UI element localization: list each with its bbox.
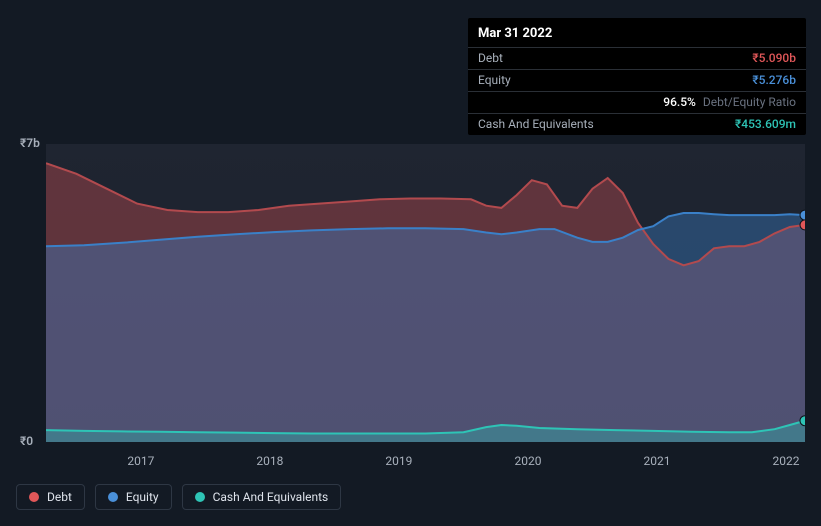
legend-label: Equity [126, 490, 159, 504]
plot-area[interactable] [46, 144, 805, 442]
tooltip-row: 96.5% Debt/Equity Ratio [468, 91, 806, 113]
x-axis: 2017 2018 2019 2020 2021 2022 [46, 448, 805, 472]
tooltip-row-value: ₹5.090b [752, 51, 796, 65]
tooltip-row-value: ₹5.276b [752, 73, 796, 87]
tooltip-row-label: Equity [478, 73, 511, 88]
chart-legend: Debt Equity Cash And Equivalents [16, 484, 341, 510]
y-axis-label: ₹0 [20, 434, 33, 448]
tooltip-row-trail: Debt/Equity Ratio [700, 95, 796, 109]
legend-item-debt[interactable]: Debt [16, 484, 85, 510]
x-axis-tick: 2019 [385, 454, 412, 468]
legend-label: Cash And Equivalents [213, 490, 329, 504]
tooltip-row-label: Debt [478, 51, 503, 66]
legend-swatch [108, 492, 118, 502]
tooltip-row-value: 96.5% [663, 95, 696, 109]
tooltip-row: Equity ₹5.276b [468, 69, 806, 91]
chart-tooltip: Mar 31 2022 Debt ₹5.090b Equity ₹5.276b 96.5… [468, 18, 806, 135]
x-axis-tick: 2018 [256, 454, 283, 468]
legend-item-equity[interactable]: Equity [95, 484, 172, 510]
debt-equity-chart: 2017 2018 2019 2020 2021 2022 ₹7b ₹0 [16, 122, 805, 472]
equity-area [46, 213, 805, 442]
legend-swatch [195, 492, 205, 502]
legend-label: Debt [47, 490, 72, 504]
y-axis-label: ₹7b [20, 136, 40, 150]
legend-swatch [29, 492, 39, 502]
x-axis-tick: 2021 [643, 454, 670, 468]
tooltip-row: Debt ₹5.090b [468, 47, 806, 69]
tooltip-date: Mar 31 2022 [468, 24, 806, 47]
x-axis-tick: 2017 [127, 454, 154, 468]
x-axis-tick: 2020 [514, 454, 541, 468]
x-axis-tick: 2022 [773, 454, 800, 468]
legend-item-cash-and-equivalents[interactable]: Cash And Equivalents [182, 484, 342, 510]
